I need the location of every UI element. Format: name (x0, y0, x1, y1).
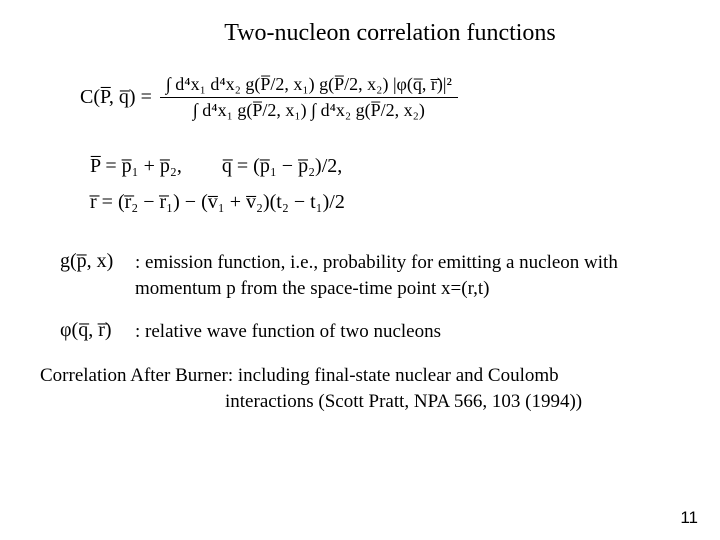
slide-title: Two-nucleon correlation functions (30, 20, 690, 47)
momentum-definitions: P̅ = p̅₁ + p̅₂, q̅ = (p̅₁ − p̅₂)/2, r̅ =… (90, 148, 690, 220)
page-number: 11 (680, 508, 698, 528)
cab-line-2: interactions (Scott Pratt, NPA 566, 103 … (40, 389, 690, 415)
main-equation: C(P̅, q̅) = ∫ d⁴x₁ d⁴x₂ g(P̅/2, x₁) g(P̅… (80, 72, 690, 123)
eq-lhs: C(P̅, q̅) = (80, 86, 152, 109)
phi-description: : relative wave function of two nucleons (135, 319, 690, 345)
eq-denominator: ∫ d⁴x₁ g(P̅/2, x₁) ∫ d⁴x₂ g(P̅/2, x₂) (187, 98, 431, 123)
phi-symbol: φ(q̅, r̅) (60, 319, 135, 342)
g-symbol: g(p̅, x) (60, 250, 135, 273)
slide-container: Two-nucleon correlation functions C(P̅, … (0, 0, 720, 540)
eq-numerator: ∫ d⁴x₁ d⁴x₂ g(P̅/2, x₁) g(P̅/2, x₂) |φ(q… (160, 72, 458, 98)
eq-fraction: ∫ d⁴x₁ d⁴x₂ g(P̅/2, x₁) g(P̅/2, x₂) |φ(q… (160, 72, 458, 123)
g-definition-row: g(p̅, x) : emission function, i.e., prob… (60, 250, 690, 301)
phi-definition-row: φ(q̅, r̅) : relative wave function of tw… (60, 319, 690, 345)
cab-line-1: Correlation After Burner: including fina… (40, 363, 690, 389)
def-line-1: P̅ = p̅₁ + p̅₂, q̅ = (p̅₁ − p̅₂)/2, (90, 148, 690, 184)
def-line-2: r̅ = (r̅₂ − r̅₁) − (v̅₁ + v̅₂)(t₂ − t₁)/… (90, 184, 690, 220)
correlation-after-burner: Correlation After Burner: including fina… (40, 363, 690, 414)
g-description: : emission function, i.e., probability f… (135, 250, 690, 301)
